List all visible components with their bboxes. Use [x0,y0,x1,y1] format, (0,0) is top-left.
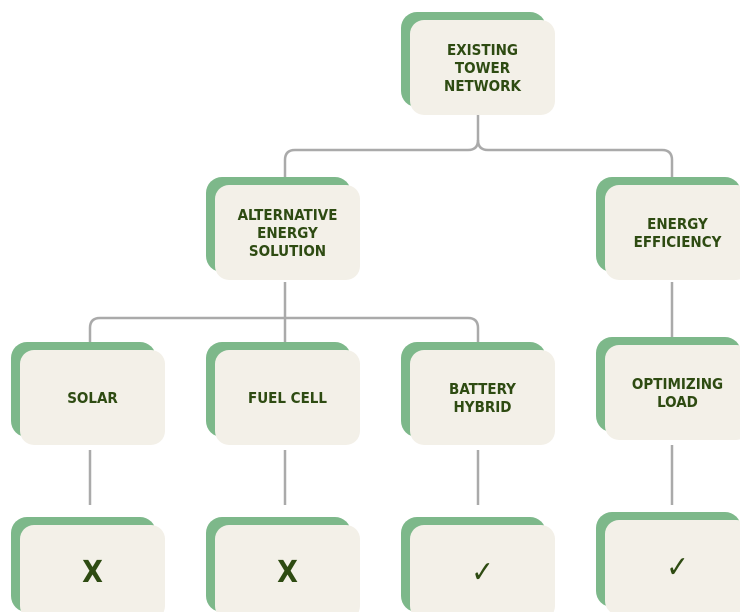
node: ✓ [401,517,555,612]
node-label: ALTERNATIVE [237,205,338,224]
node-box: FUEL CELL [215,350,360,445]
node-label: EFFICIENCY [633,232,722,251]
node: OPTIMIZING LOAD [596,337,740,440]
connector [476,139,674,182]
node-label: BATTERY [449,379,516,398]
node-box: SOLAR [20,350,165,445]
node-label: OPTIMIZING [631,374,724,393]
connector [283,112,480,182]
node-box: X [215,525,360,612]
node-box: ✓ [605,520,740,612]
node: ALTERNATIVE ENERGY SOLUTION [206,177,360,280]
node-label: TOWER [454,58,511,77]
node-box: ALTERNATIVE ENERGY SOLUTION [215,185,360,280]
node-box: BATTERY HYBRID [410,350,555,445]
node-box: X [20,525,165,612]
node-label: SOLUTION [248,241,327,260]
node-label: X [82,554,103,590]
node: BATTERY HYBRID [401,342,555,445]
node: ENERGY EFFICIENCY [596,177,740,280]
node-label: ✓ [666,549,689,585]
node-label: EXISTING [447,40,518,59]
node: SOLAR [11,342,165,445]
node-box: ✓ [410,525,555,612]
node: X [206,517,360,612]
node-label: NETWORK [444,76,521,95]
node-box: OPTIMIZING LOAD [605,345,740,440]
node: X [11,517,165,612]
node-label: ENERGY [257,223,318,242]
node-label: SOLAR [67,388,118,407]
node-label: LOAD [657,392,698,411]
node-label: X [277,554,298,590]
node-box: EXISTING TOWER NETWORK [410,20,555,115]
connector [88,316,285,345]
node: ✓ [596,512,740,612]
node-label: ✓ [471,554,494,590]
node: FUEL CELL [206,342,360,445]
node-box: ENERGY EFFICIENCY [605,185,740,280]
node-label: HYBRID [453,397,512,416]
node: EXISTING TOWER NETWORK [401,12,555,115]
node-label: ENERGY [647,214,708,233]
connector [285,316,480,345]
node-label: FUEL CELL [247,388,327,407]
